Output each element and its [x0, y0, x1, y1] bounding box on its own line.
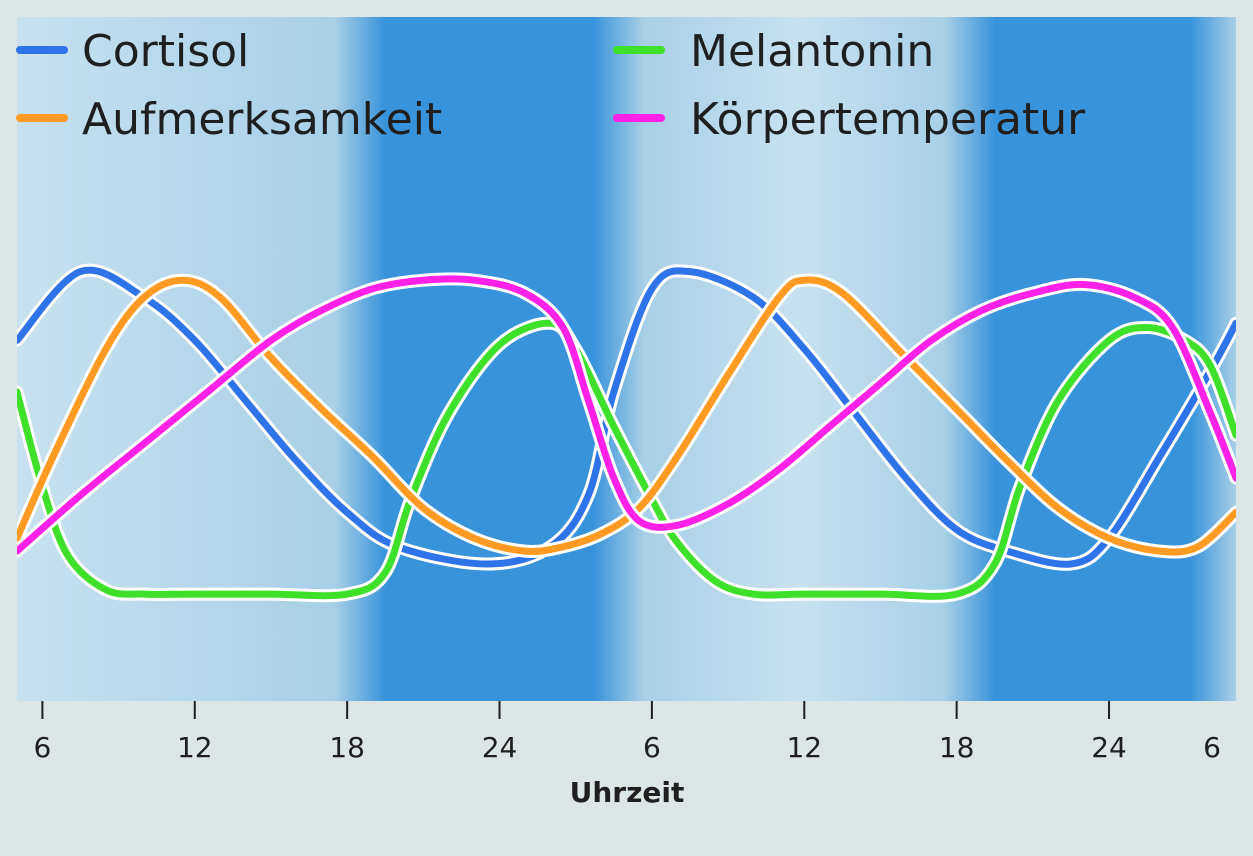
- x-tick-label: 12: [786, 731, 822, 764]
- series-line: [17, 319, 1236, 600]
- x-tick-label: 6: [643, 731, 661, 764]
- x-axis: 6 12 18 24 6 12 18 24 6: [33, 701, 1221, 764]
- x-tick-label: 12: [177, 731, 213, 764]
- legend: Cortisol Aufmerksamkeit Melantonin Körperte…: [16, 26, 1086, 145]
- legend-label: Melantonin: [690, 26, 934, 77]
- legend-label: Körpertemperatur: [690, 94, 1086, 145]
- series-line: [17, 276, 1236, 556]
- x-axis-title: Uhrzeit: [570, 776, 685, 809]
- legend-item-cortisol: Cortisol: [16, 26, 249, 77]
- series-cortisol: [17, 263, 1236, 571]
- legend-label: Aufmerksamkeit: [82, 94, 442, 145]
- legend-label: Cortisol: [82, 26, 249, 77]
- series-melantonin: [17, 316, 1236, 603]
- legend-item-k-rpertemperatur: Körpertemperatur: [613, 94, 1086, 145]
- legend-item-melantonin: Melantonin: [613, 26, 934, 77]
- x-tick-label: 24: [1091, 731, 1127, 764]
- series-line: [17, 275, 1236, 555]
- legend-item-aufmerksamkeit: Aufmerksamkeit: [16, 94, 442, 145]
- x-tick-label: 24: [482, 731, 518, 764]
- x-tick-label: 18: [329, 731, 365, 764]
- x-tick-label: 6: [1203, 731, 1221, 764]
- x-tick-label: 18: [939, 731, 975, 764]
- series-aufmerksamkeit: [17, 273, 1236, 559]
- series-layer: [17, 263, 1236, 603]
- series-k-rpertemperatur: [17, 272, 1236, 558]
- x-tick-label: 6: [33, 731, 51, 764]
- series-line: [17, 266, 1236, 568]
